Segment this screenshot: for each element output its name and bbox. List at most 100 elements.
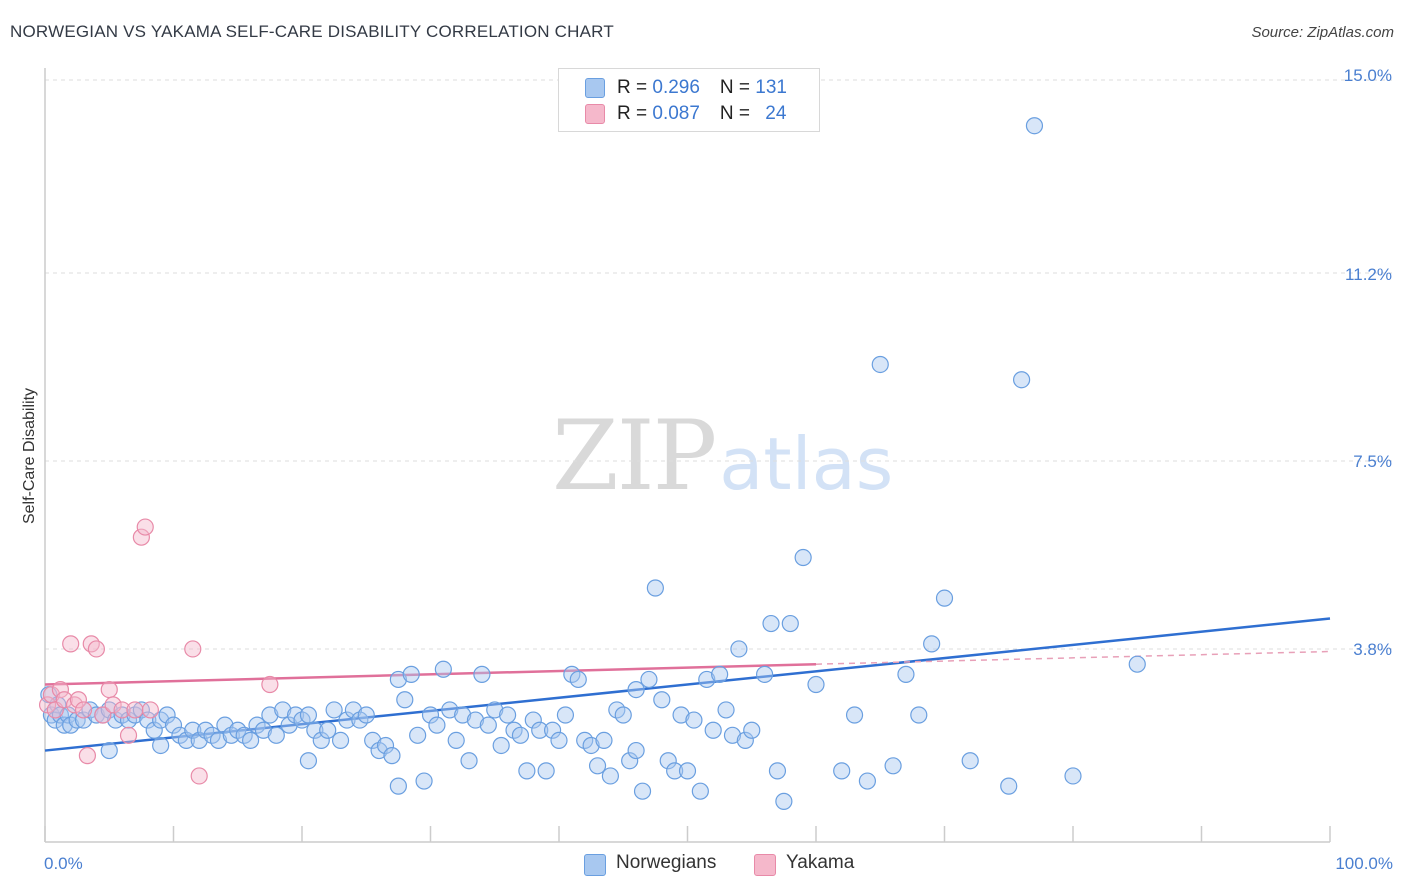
norwegians-point [428,716,446,734]
norwegians-point [409,726,427,744]
norwegians-point [434,660,452,678]
axis-labels: 3.8% 7.5% 11.2% 15.0% 0.0% 100.0% Self-Care Di… [21,66,1393,873]
norwegians-point [87,706,106,724]
norwegians-point [261,706,279,724]
yakama-point [69,691,88,709]
norwegians-point [152,736,170,755]
zipatlas-watermark: ZIPatlas [552,400,893,512]
legend-r-value: 0.296 [652,77,700,98]
yakama-point [119,726,138,744]
norwegians-point [325,701,343,719]
bottom-swatch-yakama [754,854,776,876]
norwegians-point [743,721,761,739]
norwegians-point [389,670,407,689]
norwegians-point [319,721,337,739]
norwegians-point [768,762,787,780]
norwegians-point [935,589,954,607]
x-tick-label-end: 100.0% [1335,854,1393,873]
legend-swatch-yakama [585,104,605,124]
norwegians-point [1128,655,1146,673]
norwegians-point [1064,767,1082,785]
legend-n-value: 24 [765,103,787,124]
norwegians-point [209,731,228,750]
norwegians-point [678,762,697,780]
norwegians-point [299,752,318,770]
norwegians-point [267,726,285,744]
yakama-point [74,701,93,719]
norwegians-point [685,711,703,729]
norwegians-point [537,762,555,780]
norwegians-point [730,640,748,658]
norwegians-point [717,701,735,719]
yakama-point [100,680,118,699]
norwegians-point [691,782,709,800]
source-label: Source: ZipAtlas.com [1251,24,1394,41]
norwegians-point [653,691,671,709]
y-tick-label: 15.0% [1344,66,1392,85]
watermark-atlas: atlas [719,422,894,506]
norwegians-point [158,706,176,724]
norwegians-trend-line [44,617,1331,752]
yakama-point [126,701,144,719]
yakama-point [104,696,122,714]
norwegians-point [659,752,677,770]
norwegians-point [595,731,613,750]
norwegians-point [55,716,73,734]
norwegians-point [531,721,549,739]
y-axis-label: Self-Care Disability [21,388,38,524]
norwegians-point [441,701,459,719]
yakama-point [132,528,150,546]
norwegians-point [794,548,812,567]
norwegians-point [331,731,350,750]
norwegians-point [627,680,645,699]
norwegians-point [775,792,793,810]
yakama-trend-extension [815,650,1331,665]
yakama-point [94,706,112,724]
norwegians-point [633,782,652,800]
x-tick-label-start: 0.0% [44,854,83,873]
norwegians-point [415,772,433,790]
norwegians-point [640,670,658,689]
norwegians-point [646,579,664,597]
norwegians-point [357,706,375,724]
y-tick-label: 11.2% [1345,265,1392,284]
norwegians-point [601,767,620,785]
norwegians-point [402,665,420,683]
norwegians-point [421,706,440,724]
norwegians-point [344,701,362,719]
norwegians-point [274,701,292,719]
norwegians-point [569,670,587,689]
norwegians-point [1012,371,1031,389]
norwegians-point [486,701,504,719]
bottom-legend-label-yakama: Yakama [786,852,855,873]
norwegians-point [698,670,716,689]
norwegians-point [614,706,632,724]
yakama-point [261,675,279,694]
norwegians-point [845,706,864,724]
norwegians-point [74,711,93,729]
norwegians-point [582,736,600,755]
norwegians-point [447,731,465,750]
norwegians-point [833,762,851,780]
norwegians-point [473,665,491,683]
norwegians-point [132,701,150,719]
norwegians-point [923,635,941,653]
norwegians-point [364,731,382,750]
norwegians-point [376,736,395,755]
norwegians-point [961,752,979,770]
norwegians-point [1025,117,1044,135]
legend-r-label: R = [617,103,653,124]
stats-legend: R = 0.296 N = 131 R = 0.087 N = 24 [558,68,820,132]
norwegians-point [184,721,202,739]
yakama-point [190,767,208,785]
grid-lines [45,79,1392,650]
norwegians-point [518,762,536,780]
chart-title: NORWEGIAN VS YAKAMA SELF-CARE DISABILITY… [10,22,614,41]
norwegians-point [389,777,407,795]
yakama-point [62,635,80,653]
norwegians-point [338,711,356,729]
legend-n-label: N = [719,103,756,124]
norwegians-point [884,757,902,775]
yakama-point [55,691,73,709]
